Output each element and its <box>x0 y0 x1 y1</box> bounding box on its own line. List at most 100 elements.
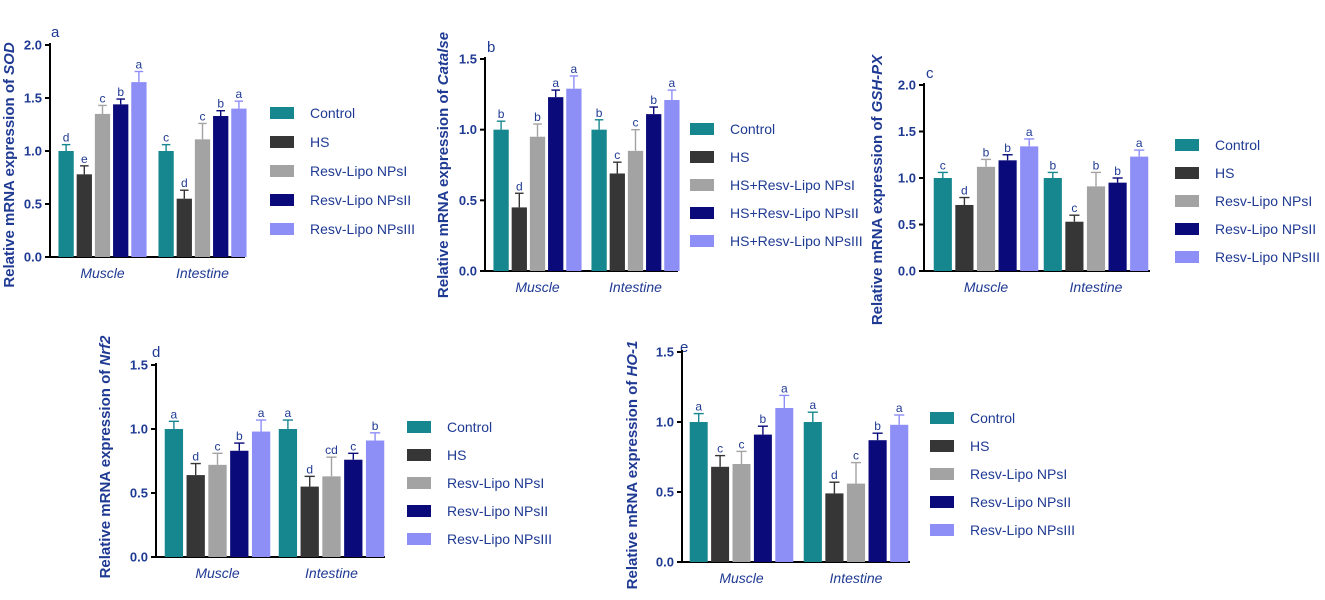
significance-label: a <box>809 398 816 412</box>
bar <box>890 424 909 562</box>
significance-label: c <box>350 439 356 453</box>
bar <box>803 422 822 562</box>
bar <box>322 476 341 557</box>
legend-label: Control <box>970 410 1015 426</box>
x-tick-label: Muscle <box>964 279 1009 295</box>
significance-label: b <box>1093 158 1100 172</box>
significance-label: b <box>1049 158 1056 172</box>
y-tick-label: 0.5 <box>459 193 477 208</box>
significance-label: b <box>498 107 505 121</box>
legend-swatch <box>930 496 954 508</box>
legend-swatch <box>930 468 954 480</box>
bar <box>94 113 111 258</box>
bar <box>566 88 582 272</box>
x-tick-label: Intestine <box>305 565 358 581</box>
x-tick-label: Intestine <box>609 279 662 295</box>
x-tick-label: Muscle <box>80 265 125 281</box>
legend-label: Resv-Lipo NPsI <box>447 475 544 491</box>
legend-swatch <box>270 165 294 177</box>
significance-label: a <box>896 401 903 415</box>
legend-label: Control <box>447 419 492 435</box>
legend-swatch <box>1175 251 1199 263</box>
y-axis-label-gene: Nrf2 <box>97 335 114 366</box>
y-tick-label: 1.5 <box>24 91 42 106</box>
bar <box>955 204 974 271</box>
y-tick-label: 0.5 <box>656 485 674 500</box>
significance-label: cd <box>325 443 338 457</box>
y-tick-label: 0.5 <box>898 217 916 232</box>
y-axis-label-prefix: Relative mRNA expression of <box>624 377 641 590</box>
bar <box>711 466 730 562</box>
legend-swatch <box>930 524 954 536</box>
significance-label: e <box>81 152 88 166</box>
significance-label: a <box>695 400 702 414</box>
y-tick-label: 2.0 <box>898 78 916 93</box>
legend-swatch <box>1175 195 1199 207</box>
bar <box>230 450 249 557</box>
panel-letter: a <box>51 24 60 41</box>
bar <box>1130 156 1149 271</box>
bar <box>365 440 385 557</box>
bar <box>1086 186 1106 271</box>
panel-letter: d <box>152 344 160 361</box>
significance-label: b <box>1114 164 1121 178</box>
legend-label: Resv-Lipo NPsII <box>310 192 411 208</box>
legend-swatch <box>930 412 954 424</box>
significance-label: b <box>650 93 657 107</box>
y-tick-label: 0.0 <box>898 264 916 279</box>
significance-label: b <box>236 429 243 443</box>
bar <box>868 440 887 562</box>
bar <box>158 151 174 257</box>
legend-label: HS <box>730 149 749 165</box>
significance-label: c <box>739 437 745 451</box>
legend-label: Resv-Lipo NPsII <box>447 503 548 519</box>
significance-label: d <box>63 131 70 145</box>
legend-label: Resv-Lipo NPsIII <box>447 531 552 547</box>
y-tick-label: 1.5 <box>130 358 148 373</box>
y-axis-label-gene: HO-1 <box>624 341 641 377</box>
legend-label: Resv-Lipo NPsII <box>1215 221 1316 237</box>
y-axis-label-gene: GSH-PX <box>869 54 886 113</box>
y-tick-label: 1.5 <box>898 124 916 139</box>
significance-label: a <box>258 406 265 420</box>
significance-label: a <box>171 407 178 421</box>
bar <box>732 464 751 562</box>
y-tick-label: 1.0 <box>898 171 916 186</box>
x-tick-label: Intestine <box>176 265 229 281</box>
legend-label: HS+Resv-Lipo NPsIII <box>730 233 863 249</box>
y-tick-label: 1.5 <box>459 52 477 67</box>
legend-swatch <box>270 223 294 235</box>
significance-label: c <box>717 442 723 456</box>
bar <box>208 464 227 557</box>
bar <box>1020 146 1039 271</box>
chart-panel-e: e Relative mRNA expression of HO-1 0.0 0.5 1… <box>624 339 1075 589</box>
legend-swatch <box>407 477 431 489</box>
significance-label: b <box>760 412 767 426</box>
significance-label: b <box>534 110 541 124</box>
legend-swatch <box>270 194 294 206</box>
bar <box>825 493 844 562</box>
significance-label: b <box>217 97 224 111</box>
legend-swatch <box>690 151 714 163</box>
legend-label: Resv-Lipo NPsIII <box>310 221 415 237</box>
y-axis-label-prefix: Relative mRNA expression of <box>435 85 452 298</box>
y-axis-label-prefix: Relative mRNA expression of <box>97 366 114 579</box>
bar <box>529 136 546 271</box>
significance-label: a <box>1026 125 1033 139</box>
legend-swatch <box>270 107 294 119</box>
y-axis-label-prefix: Relative mRNA expression of <box>869 112 886 325</box>
y-axis-label-gene: SOD <box>1 42 18 75</box>
bar <box>76 174 92 257</box>
significance-label: a <box>136 58 143 72</box>
significance-label: d <box>181 176 188 190</box>
legend-swatch <box>1175 223 1199 235</box>
significance-label: b <box>596 106 603 120</box>
bar <box>1108 182 1127 271</box>
legend-label: HS <box>1215 165 1234 181</box>
legend-swatch <box>407 533 431 545</box>
bar <box>58 151 74 257</box>
panel-letter: c <box>926 65 934 82</box>
panel-letter: b <box>487 39 495 56</box>
bar <box>976 166 996 271</box>
legend-swatch <box>270 136 294 148</box>
